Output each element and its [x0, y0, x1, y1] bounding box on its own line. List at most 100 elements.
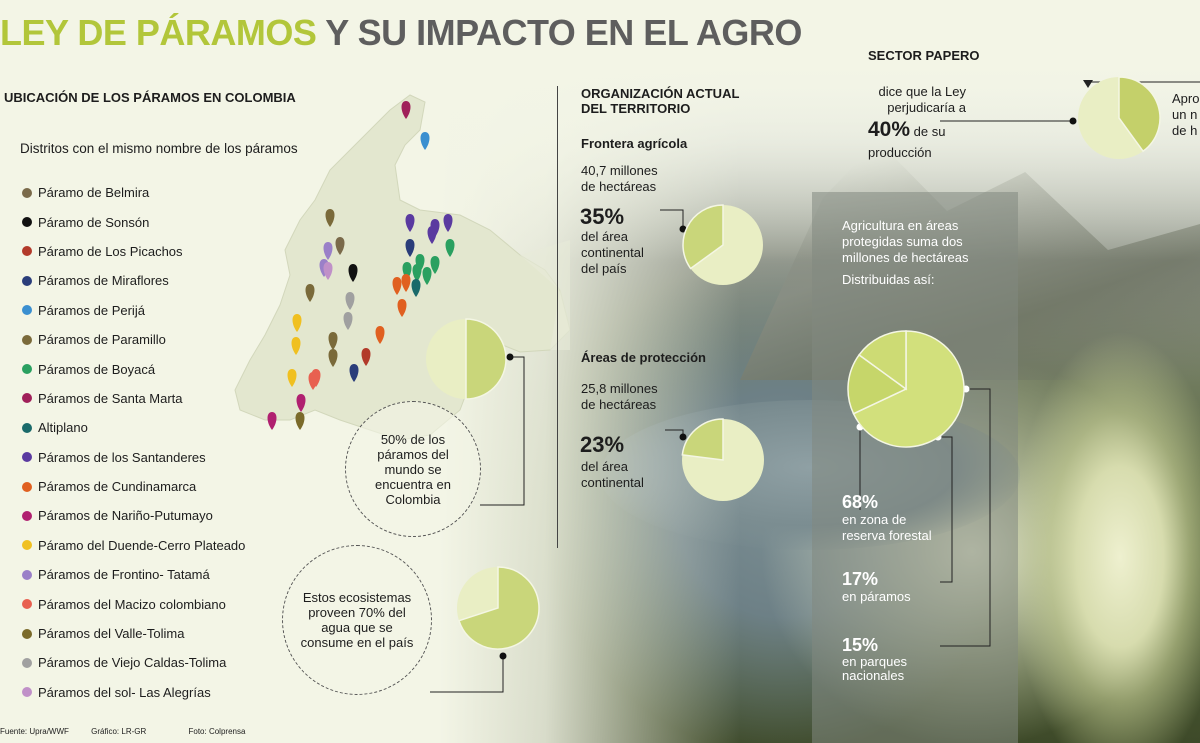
frailejon-plant	[1010, 330, 1200, 743]
colombia-silhouette	[234, 94, 570, 441]
map-pin-icon	[405, 239, 415, 257]
map-pin-icon	[345, 292, 355, 310]
map-pin-icon	[443, 214, 453, 232]
pie-slice	[681, 418, 724, 461]
protection-amount: 25,8 millones de hectáreas	[581, 381, 658, 412]
frontier-pct: 35%	[580, 204, 625, 229]
legend-item: Páramo de Belmira	[22, 178, 245, 207]
pie-slice	[852, 330, 965, 448]
map-pin-icon	[401, 274, 411, 292]
legend-label: Páramo de Belmira	[38, 185, 150, 201]
map-pin-icon	[349, 364, 359, 382]
legend-item: Altiplano	[22, 413, 245, 442]
bubble-water: Estos ecosistemas proveen 70% del agua q…	[282, 545, 432, 695]
legend-item: Páramo del Duende-Cerro Plateado	[22, 531, 245, 560]
pie-slice	[682, 204, 724, 270]
legend-label: Páramos de Viejo Caldas-Tolima	[38, 655, 227, 671]
legend-dot-icon	[22, 569, 32, 580]
map-pin-icon	[361, 348, 371, 366]
legend-item: Páramos de Cundinamarca	[22, 472, 245, 501]
legend-dot-icon	[22, 246, 32, 257]
legend-label: Páramos del Valle-Tolima	[38, 626, 185, 642]
legend-label: Páramos del Macizo colombiano	[38, 596, 226, 612]
legend-label: Páramos de Cundinamarca	[38, 479, 197, 495]
colombia-map	[234, 94, 570, 441]
potato-pct-line: 40% de su	[868, 118, 946, 141]
legend-dot-icon	[22, 305, 32, 316]
legend-item: Páramos de Frontino- Tatamá	[22, 560, 245, 589]
map-pin-icon	[292, 314, 302, 332]
legend-item: Páramo de Los Picachos	[22, 237, 245, 266]
pie-slice	[847, 353, 908, 415]
legend-label: Páramo de Los Picachos	[38, 243, 183, 259]
pie-slice	[1118, 76, 1161, 153]
map-pin-icon	[420, 132, 430, 150]
legend-label: Páramo del Duende-Cerro Plateado	[38, 537, 246, 553]
map-pin-icon	[296, 394, 306, 412]
legend-label: Páramo de Sonsón	[38, 214, 150, 230]
pie-slice	[458, 566, 540, 650]
map-pin-icon	[287, 369, 297, 387]
potato-production: producción	[868, 145, 932, 160]
legend-label: Páramos de Paramillo	[38, 332, 166, 348]
legend-dot-icon	[22, 422, 32, 433]
map-pin-icon	[445, 239, 455, 257]
legend-item: Páramos del Valle-Tolima	[22, 619, 245, 648]
legend-item: Páramos de Paramillo	[22, 325, 245, 354]
legend-dot-icon	[22, 452, 32, 463]
map-pin-icon	[412, 264, 422, 282]
potato-heading: SECTOR PAPERO	[868, 48, 980, 63]
map-pin-icon	[397, 299, 407, 317]
legend-dot-icon	[22, 275, 32, 286]
territory-heading: ORGANIZACIÓN ACTUAL DEL TERRITORIO	[581, 86, 740, 116]
legend-label: Páramos de Miraflores	[38, 273, 169, 289]
pie-slice	[465, 318, 507, 400]
legend-label: Páramos de Nariño-Putumayo	[38, 508, 213, 524]
pie-slice	[858, 330, 907, 391]
pie-potato	[1078, 76, 1161, 159]
legend-label: Páramos de Boyacá	[38, 361, 156, 377]
paramo-legend: Páramo de Belmira Páramo de Sonsón Páramo …	[22, 178, 245, 707]
legend-dot-icon	[22, 599, 32, 610]
legend-item: Páramos de Nariño-Putumayo	[22, 501, 245, 530]
legend-dot-icon	[22, 657, 32, 668]
map-pin-icon	[305, 284, 315, 302]
map-pin-icon	[375, 326, 385, 344]
legend-dot-icon	[22, 481, 32, 492]
map-pin-icon	[392, 277, 402, 295]
protection-label: Áreas de protección	[581, 350, 706, 365]
bubble-world-paramos: 50% de los páramos del mundo se encuentr…	[345, 401, 481, 537]
map-subheading: Distritos con el mismo nombre de los pár…	[20, 141, 298, 156]
legend-dot-icon	[22, 687, 32, 698]
protected-item-2: 17% en páramos	[842, 569, 911, 604]
map-pin-icon	[430, 256, 440, 274]
page-title: LEY DE PÁRAMOS Y SU IMPACTO EN EL AGRO	[0, 12, 802, 53]
protected-intro: Agricultura en áreas protegidas suma dos…	[842, 218, 969, 287]
frontier-label: Frontera agrícola	[581, 136, 688, 151]
legend-item: Páramos del sol- Las Alegrías	[22, 678, 245, 707]
map-pin-icon	[335, 237, 345, 255]
legend-item: Páramos de Santa Marta	[22, 384, 245, 413]
legend-item: Páramos del Macizo colombiano	[22, 589, 245, 618]
pie-protection	[681, 418, 764, 501]
legend-dot-icon	[22, 393, 32, 404]
legend-item: Páramos de Boyacá	[22, 354, 245, 383]
map-pin-icon	[291, 337, 301, 355]
legend-label: Páramos de los Santanderes	[38, 449, 206, 465]
section-divider	[557, 86, 558, 548]
legend-label: Páramos de Perijá	[38, 302, 145, 318]
pie-protected	[847, 330, 965, 448]
map-pin-icon	[328, 349, 338, 367]
legend-dot-icon	[22, 628, 32, 639]
potato-text: dice que la Ley perjudicaría a	[878, 84, 966, 115]
frontier-amount: 40,7 millones de hectáreas	[581, 163, 658, 194]
credits: Fuente: Upra/WWF Gráfico: LR-GR Foto: Co…	[0, 727, 246, 736]
map-pin-icon	[295, 412, 305, 430]
map-pin-icon	[422, 267, 432, 285]
legend-dot-icon	[22, 334, 32, 345]
map-pin-icon	[323, 242, 333, 260]
legend-label: Páramos de Frontino- Tatamá	[38, 567, 210, 583]
map-pin-icon	[267, 412, 277, 430]
pie-water	[457, 566, 540, 650]
legend-label: Altiplano	[38, 420, 88, 436]
